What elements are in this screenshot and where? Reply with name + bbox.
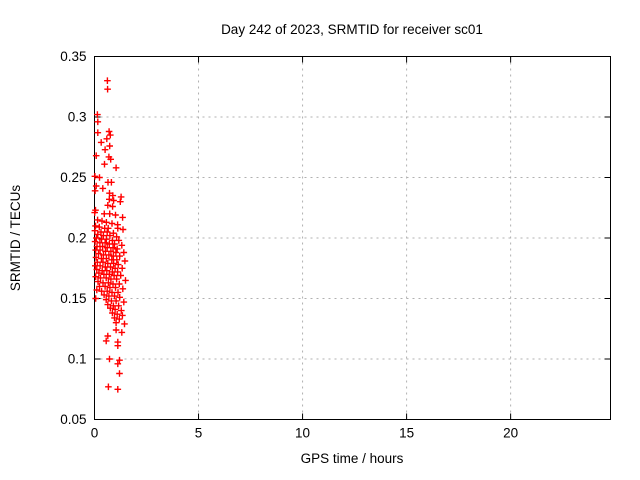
axis-layer: 0 5 10 15 20 0.05 0.1 0.15 0.2 0.25 0.3 0.35 <box>60 49 611 441</box>
y-axis-label: SRMTID / TECUs <box>8 185 23 292</box>
y-tick-label: 0.25 <box>60 170 86 185</box>
y-tick-label: 0.1 <box>68 352 87 367</box>
y-tick-label: 0.15 <box>60 291 86 306</box>
x-tick-label: 0 <box>91 426 99 441</box>
chart-title: Day 242 of 2023, SRMTID for receiver sc0… <box>221 22 483 37</box>
x-tick-label: 10 <box>295 426 310 441</box>
x-tick-label: 5 <box>195 426 203 441</box>
data-points-layer <box>91 77 129 393</box>
x-tick-label: 20 <box>503 426 518 441</box>
y-tick-label: 0.3 <box>68 110 87 125</box>
x-axis-label: GPS time / hours <box>301 451 404 466</box>
x-tick-label: 15 <box>399 426 414 441</box>
data-point-markers <box>91 77 129 393</box>
grid-layer <box>94 56 611 420</box>
y-tick-label: 0.35 <box>60 49 86 64</box>
y-tick-label: 0.2 <box>68 231 87 246</box>
y-tick-label: 0.05 <box>60 412 86 427</box>
